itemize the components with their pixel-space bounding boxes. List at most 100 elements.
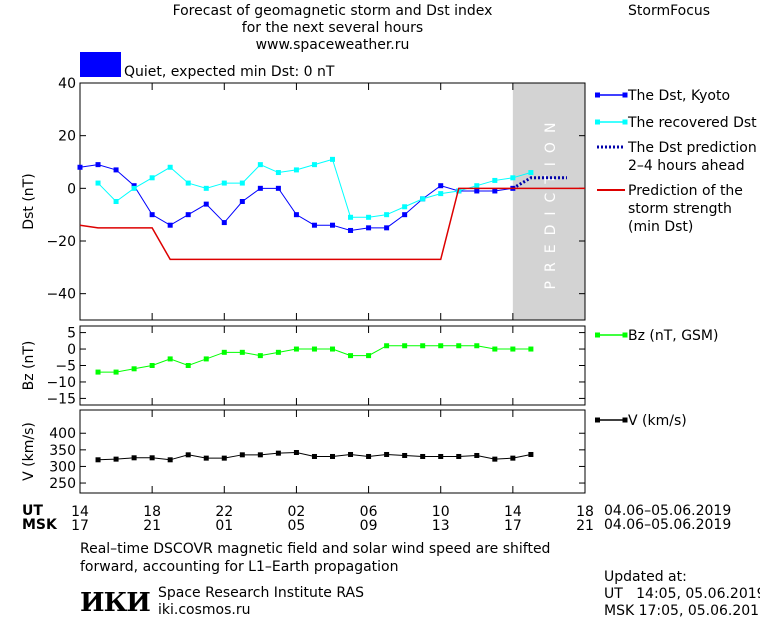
chart-title-line2: for the next several hours: [241, 20, 424, 36]
data-point: [420, 343, 426, 349]
data-point: [131, 455, 137, 461]
data-point: [492, 346, 498, 352]
msk-tick-label: 21: [576, 518, 594, 534]
data-point: [456, 343, 462, 349]
ut-tick-label: 14: [504, 504, 522, 520]
legend-label: The Dst prediction: [627, 140, 757, 156]
legend-marker: [622, 119, 628, 125]
data-point: [167, 457, 173, 463]
data-point: [275, 185, 281, 191]
data-point: [185, 212, 191, 218]
y-tick-label: 40: [58, 76, 76, 92]
data-point: [330, 222, 335, 228]
data-point: [167, 222, 173, 228]
iki-logo: ИКИ: [80, 588, 151, 618]
data-point: [330, 346, 335, 352]
site-url: www.spaceweather.ru: [255, 37, 410, 53]
data-point: [438, 183, 444, 189]
y-tick-label: 300: [49, 459, 76, 475]
data-point: [330, 156, 335, 162]
status-text: Quiet, expected min Dst: 0 nT: [124, 64, 335, 80]
ut-tick-label: 10: [432, 504, 450, 520]
data-point: [95, 457, 101, 463]
data-point: [95, 162, 101, 168]
data-point: [348, 451, 354, 457]
data-point: [203, 455, 209, 461]
msk-tick-label: 05: [288, 518, 306, 534]
data-point: [474, 183, 480, 189]
data-point: [221, 455, 227, 461]
legend-label: Prediction of the: [628, 183, 743, 199]
y-tick-label: −10: [46, 375, 76, 391]
data-point: [384, 343, 390, 349]
legend-label: V (km/s): [628, 413, 687, 429]
y-axis-label: Dst (nT): [21, 173, 37, 229]
data-point: [348, 227, 354, 233]
data-point: [131, 366, 137, 372]
data-point: [203, 356, 209, 362]
data-point: [293, 167, 299, 173]
legend-label: The Dst, Kyoto: [627, 88, 730, 104]
data-point: [113, 456, 119, 462]
status-color-swatch: [80, 52, 121, 77]
data-point: [348, 353, 354, 359]
data-point: [275, 450, 281, 456]
data-point: [510, 455, 516, 461]
institute-name: Space Research Institute RAS: [158, 585, 364, 601]
data-point: [293, 449, 299, 455]
y-axis-label: V (km/s): [21, 422, 37, 481]
data-point: [113, 369, 119, 375]
data-point: [257, 353, 263, 359]
data-point: [131, 185, 137, 191]
panel-frame: [79, 325, 586, 406]
y-tick-label: 0: [67, 181, 76, 197]
data-point: [95, 180, 101, 186]
data-point: [239, 199, 245, 204]
legend-marker: [622, 92, 628, 98]
series-line: [512, 176, 567, 190]
data-point: [131, 183, 137, 189]
data-point: [330, 453, 335, 459]
data-point: [167, 164, 173, 170]
data-point: [438, 191, 444, 197]
chart-title-line1: Forecast of geomagnetic storm and Dst in…: [172, 3, 493, 19]
data-point: [239, 349, 245, 355]
updated-msk: MSK 17:05, 05.06.2019: [604, 603, 760, 619]
data-point: [366, 225, 372, 231]
data-point: [474, 188, 480, 194]
footnote-line1: Real–time DSCOVR magnetic field and sola…: [80, 541, 551, 557]
data-point: [528, 451, 534, 457]
ut-tick-label: 18: [576, 504, 594, 520]
prediction-band-label: PREDICTION: [543, 114, 559, 290]
series-line: [79, 187, 585, 261]
data-point: [366, 353, 372, 359]
data-point: [113, 199, 119, 204]
data-point: [167, 356, 173, 362]
updated-ut: UT 14:05, 05.06.2019: [604, 586, 760, 602]
data-point: [257, 162, 263, 168]
data-point: [257, 452, 263, 458]
data-point: [275, 349, 281, 355]
legend-marker: [622, 417, 628, 423]
data-point: [402, 204, 408, 210]
data-point: [257, 185, 263, 191]
msk-tick-label: 21: [143, 518, 161, 534]
data-point: [420, 453, 426, 459]
msk-tick-label: 17: [71, 518, 89, 534]
ut-tick-label: 14: [71, 504, 89, 520]
y-tick-label: 400: [49, 426, 76, 442]
data-point: [474, 452, 480, 458]
y-axis-label: Bz (nT): [21, 341, 37, 391]
y-tick-label: −15: [46, 391, 76, 407]
legend-label: storm strength: [628, 201, 732, 217]
data-point: [510, 175, 516, 181]
data-point: [149, 363, 155, 368]
prediction-band: [512, 83, 585, 320]
msk-tick-label: 13: [432, 518, 450, 534]
data-point: [149, 212, 155, 218]
data-point: [456, 453, 462, 459]
data-point: [239, 452, 245, 458]
legend-label: (min Dst): [628, 219, 693, 235]
data-point: [384, 212, 390, 218]
